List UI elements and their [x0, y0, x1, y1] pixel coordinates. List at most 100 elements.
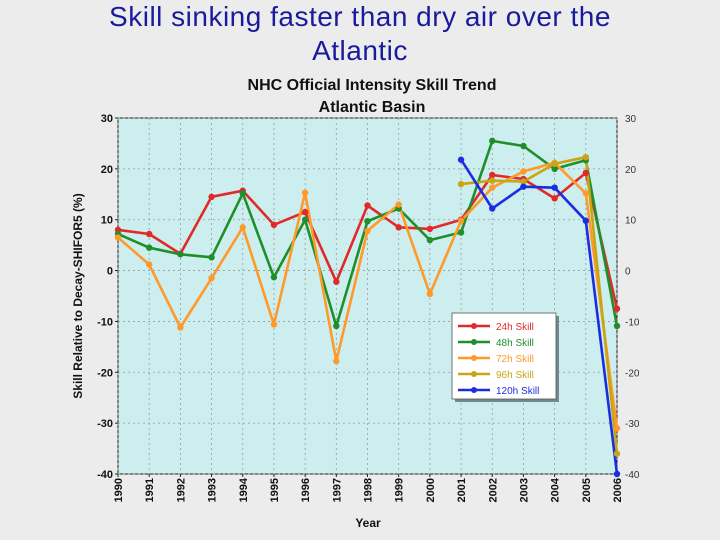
data-point-72h-skill: [582, 190, 590, 197]
x-tick-label: 1994: [238, 477, 250, 502]
x-tick-label: 1990: [113, 478, 125, 502]
data-point-48h-skill: [333, 322, 340, 330]
data-point-96h-skill: [582, 153, 590, 161]
x-tick-label: 1996: [300, 478, 312, 502]
data-point-48h-skill: [270, 273, 278, 281]
data-point-48h-skill: [208, 254, 215, 261]
slide-title-line-2: Atlantic: [312, 35, 408, 66]
data-point-48h-skill: [301, 216, 309, 223]
data-point-120h-skill: [582, 217, 590, 224]
legend-label: 48h Skill: [496, 338, 534, 349]
x-tick-label: 2003: [518, 478, 530, 502]
y-axis-left: 30 20 10 0 -10 -20 -30 -40: [97, 113, 118, 481]
data-point-48h-skill: [426, 236, 434, 244]
y-tick-label: 0: [107, 266, 113, 278]
data-point-24h-skill: [208, 193, 215, 201]
x-tick-label: 1993: [207, 478, 219, 502]
data-point-72h-skill: [333, 357, 340, 365]
y-tick-label-right: 0: [625, 267, 631, 278]
series-line-96h-skill: [460, 155, 619, 454]
y-tick-label-right: -30: [625, 419, 640, 430]
x-axis-label: Year: [355, 516, 381, 530]
y-axis-label: Skill Relative to Decay-SHIFOR5 (%): [71, 193, 85, 398]
x-tick-label: 2000: [425, 478, 437, 502]
slide-title-line-1: Skill sinking faster than dry air over t…: [109, 1, 611, 32]
series-points: [114, 137, 621, 478]
data-point-48h-skill: [613, 322, 621, 330]
data-point-72h-skill: [613, 425, 621, 432]
data-point-24h-skill: [270, 221, 278, 228]
data-point-24h-skill: [364, 202, 371, 209]
data-point-72h-skill: [489, 184, 496, 191]
data-point-72h-skill: [114, 234, 122, 241]
data-point-72h-skill: [208, 275, 215, 282]
x-axis: 1990 1991 1992 1993 1994 1995 1996 1997 1998 1999…: [113, 474, 624, 502]
x-tick-label: 2004: [550, 477, 562, 502]
legend-marker: [471, 371, 477, 377]
data-point-48h-skill: [551, 165, 558, 173]
data-point-120h-skill: [457, 156, 465, 163]
data-point-48h-skill: [145, 244, 153, 251]
data-point-120h-skill: [613, 470, 621, 478]
legend-marker: [471, 355, 477, 361]
data-point-72h-skill: [520, 168, 527, 175]
y-tick-label: 30: [101, 113, 113, 125]
data-point-24h-skill: [613, 305, 621, 312]
data-point-48h-skill: [489, 137, 496, 145]
data-point-96h-skill: [457, 180, 465, 188]
y-tick-label: -20: [97, 367, 113, 379]
y-tick-label-right: -10: [625, 317, 640, 328]
x-tick-label: 2001: [456, 478, 468, 502]
data-point-24h-skill: [333, 278, 340, 285]
data-point-72h-skill: [239, 224, 246, 231]
data-point-24h-skill: [582, 169, 590, 177]
chart-title: NHC Official Intensity Skill Trend: [248, 77, 497, 94]
data-point-24h-skill: [395, 224, 402, 231]
data-point-72h-skill: [177, 324, 184, 331]
data-point-48h-skill: [177, 251, 184, 258]
x-tick-label: 2005: [581, 478, 593, 502]
y-tick-label: 10: [101, 215, 113, 227]
data-point-96h-skill: [520, 178, 527, 185]
y-tick-label: -30: [97, 418, 113, 430]
data-point-48h-skill: [457, 229, 465, 236]
legend-marker: [471, 339, 477, 345]
y-tick-label-right: 20: [625, 165, 637, 176]
legend-marker: [471, 387, 477, 393]
x-tick-label: 2006: [612, 478, 624, 502]
legend-box: [451, 312, 557, 400]
data-point-72h-skill: [145, 261, 153, 268]
legend-label: 120h Skill: [496, 386, 539, 397]
data-point-72h-skill: [301, 189, 309, 196]
data-point-96h-skill: [551, 160, 558, 167]
y-tick-label-right: 10: [625, 216, 637, 227]
y-tick-label: 20: [101, 164, 113, 176]
data-point-72h-skill: [457, 217, 465, 224]
x-tick-label: 1995: [269, 478, 281, 502]
x-tick-label: 1991: [144, 478, 156, 502]
data-point-48h-skill: [520, 142, 527, 150]
legend-label: 72h Skill: [496, 354, 534, 365]
legend: 24h Skill 48h Skill 72h Skill 96h Skill 120h…: [451, 312, 559, 402]
x-tick-label: 1992: [175, 478, 187, 502]
data-point-48h-skill: [364, 218, 371, 225]
data-point-72h-skill: [364, 227, 371, 235]
data-point-96h-skill: [489, 177, 496, 184]
data-point-72h-skill: [270, 321, 278, 328]
data-point-24h-skill: [301, 208, 309, 216]
data-point-24h-skill: [489, 171, 496, 179]
data-point-72h-skill: [395, 201, 402, 208]
y-axis-right: 30 20 10 0 -10 -20 -30 -40: [625, 114, 640, 481]
y-tick-label-right: -40: [625, 470, 640, 481]
x-tick-label: 2002: [487, 478, 499, 502]
x-tick-label: 1998: [363, 478, 375, 502]
y-tick-label: -10: [97, 316, 113, 328]
y-tick-label-right: -20: [625, 368, 640, 379]
slide-title: Skill sinking faster than dry air over t…: [0, 0, 720, 68]
data-point-120h-skill: [489, 205, 496, 212]
data-point-48h-skill: [239, 190, 246, 197]
x-tick-label: 1997: [331, 478, 343, 502]
data-point-120h-skill: [520, 183, 527, 190]
legend-marker: [471, 323, 477, 329]
